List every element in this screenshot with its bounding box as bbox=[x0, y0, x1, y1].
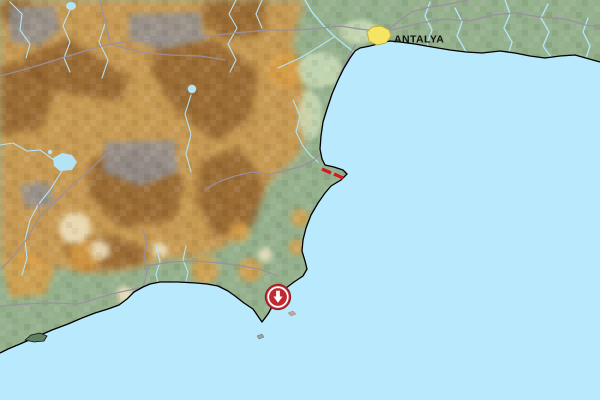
coastline bbox=[0, 40, 600, 354]
lakes bbox=[47, 2, 197, 171]
download-marker[interactable] bbox=[264, 283, 292, 311]
red-trail-marks bbox=[321, 167, 344, 180]
down-arrow-icon bbox=[273, 290, 283, 303]
island bbox=[24, 332, 48, 343]
city-label-antalya: ANTALYA bbox=[394, 34, 444, 46]
rivers bbox=[0, 0, 590, 283]
islet bbox=[256, 333, 265, 340]
islands bbox=[24, 310, 297, 343]
roads bbox=[0, 0, 600, 307]
city-area-antalya[interactable] bbox=[366, 25, 392, 46]
islet bbox=[287, 310, 297, 317]
